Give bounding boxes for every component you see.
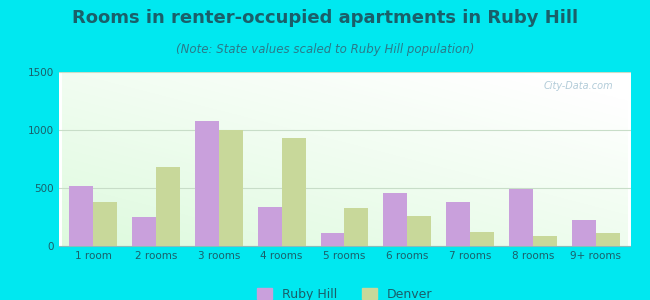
Bar (320, 233, 344, 246)
Bar (93, 202, 117, 246)
Bar (344, 208, 369, 246)
Text: Rooms in renter-occupied apartments in Ruby Hill: Rooms in renter-occupied apartments in R… (72, 9, 578, 27)
Text: City-Data.com: City-Data.com (543, 81, 614, 91)
Bar (509, 189, 533, 246)
Bar (156, 167, 180, 246)
Bar (195, 121, 219, 246)
Bar (596, 233, 620, 246)
Bar (384, 193, 408, 246)
Legend: Ruby Hill, Denver: Ruby Hill, Denver (252, 283, 437, 300)
Bar (408, 216, 431, 246)
Bar (69, 186, 93, 246)
Bar (447, 202, 470, 246)
Bar (533, 236, 557, 246)
Bar (572, 220, 596, 246)
Bar (470, 232, 494, 246)
Bar (281, 138, 306, 246)
Text: (Note: State values scaled to Ruby Hill population): (Note: State values scaled to Ruby Hill … (176, 44, 474, 56)
Bar (219, 130, 242, 246)
Bar (132, 217, 156, 246)
Bar (258, 207, 281, 246)
